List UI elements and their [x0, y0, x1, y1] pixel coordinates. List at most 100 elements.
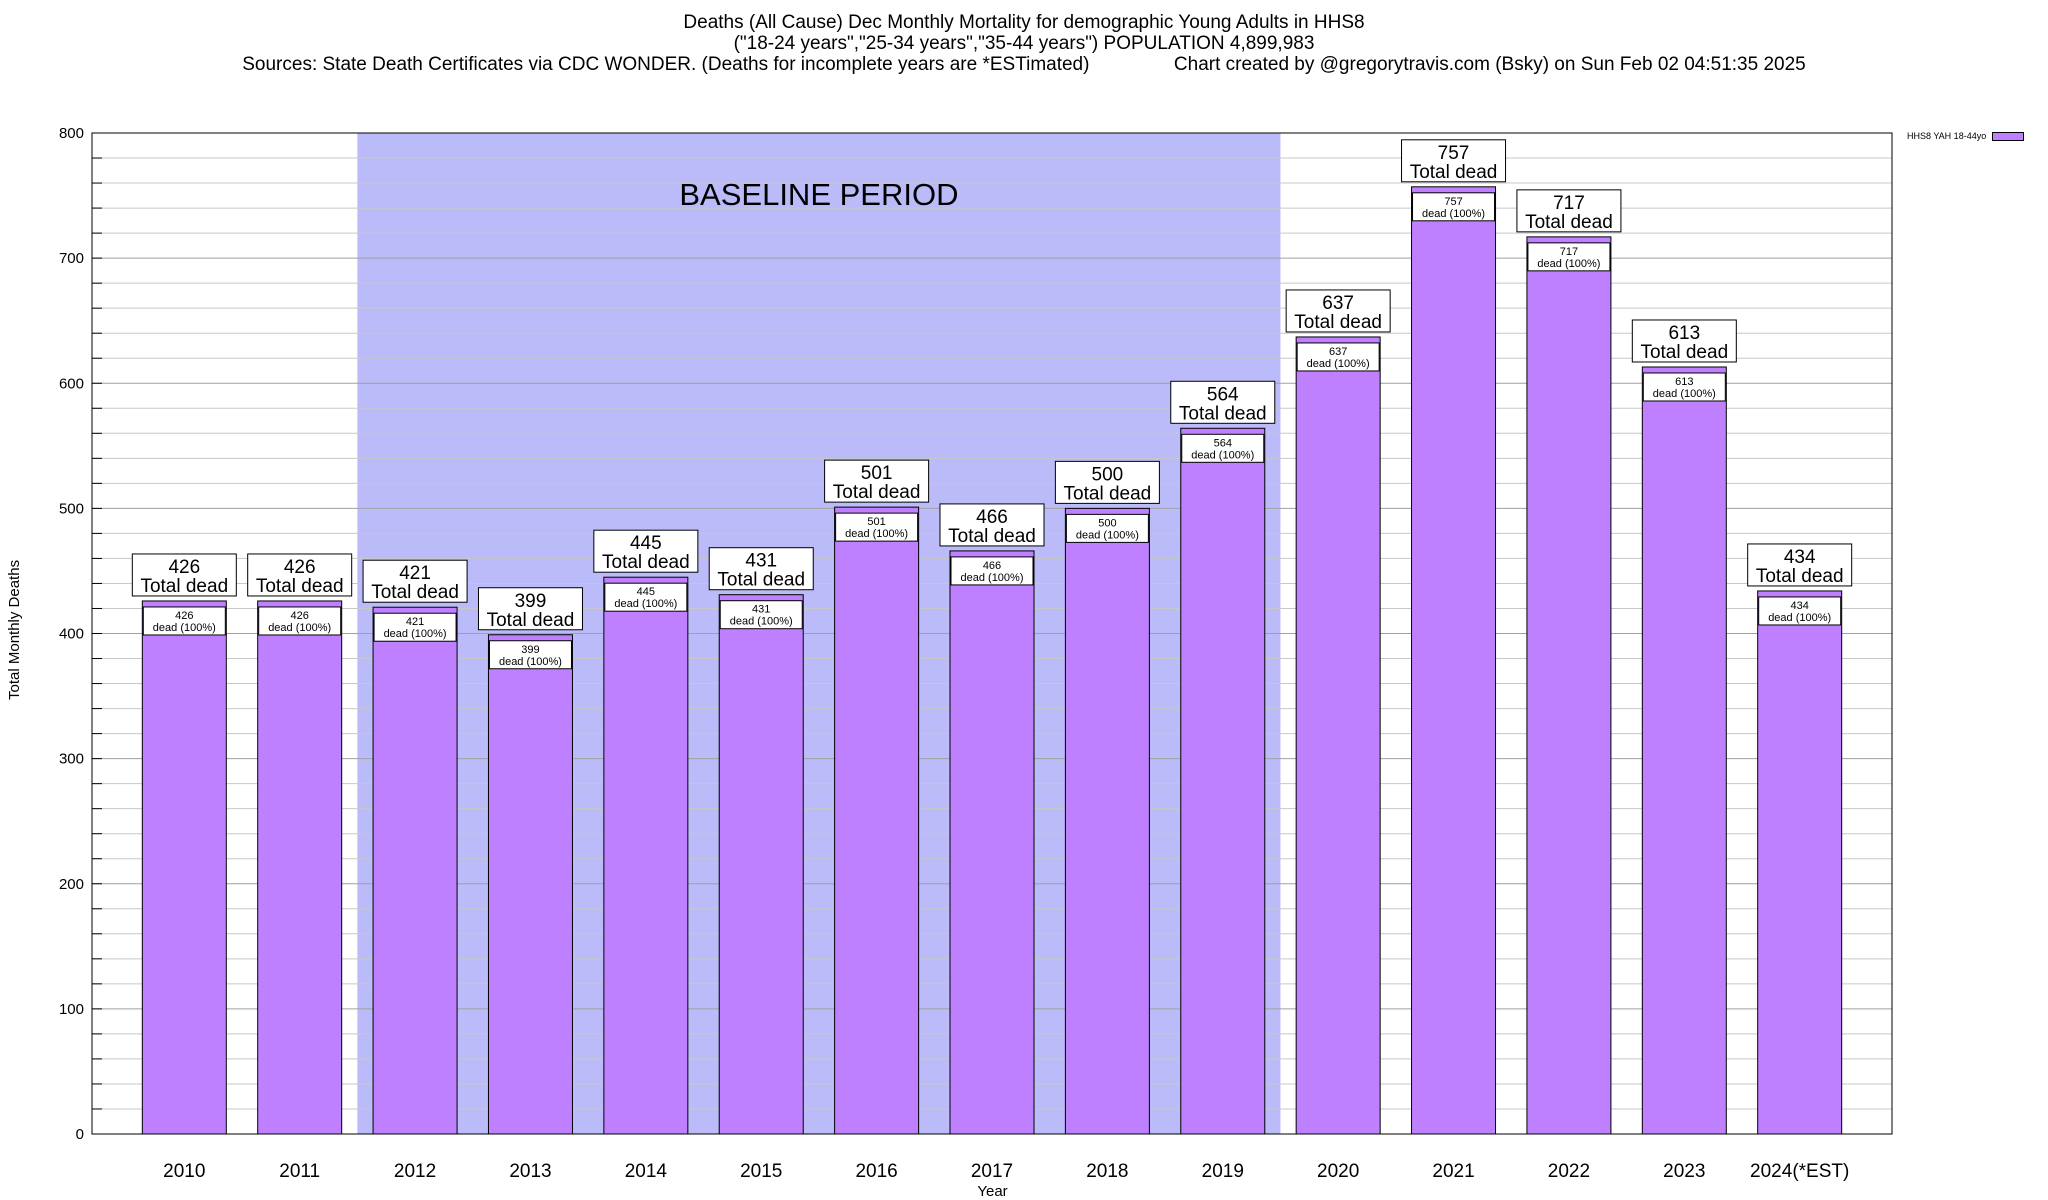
bar-top-caption: Total dead — [948, 526, 1036, 547]
bar-inner-label-box — [488, 640, 572, 670]
bar-inner-label-box — [1758, 596, 1842, 626]
bar-inner-caption: dead (100%) — [1422, 208, 1485, 220]
bar-inner-value: 445 — [637, 586, 655, 598]
x-tick-label: 2017 — [971, 1161, 1013, 1182]
bar-inner-caption: dead (100%) — [1768, 612, 1831, 624]
bar — [1526, 236, 1612, 1135]
bar-inner-caption: dead (100%) — [153, 622, 216, 634]
bar — [834, 506, 920, 1135]
bar-top-value: 637 — [1322, 293, 1354, 314]
bar-top-caption: Total dead — [1756, 566, 1844, 587]
y-tick-label: 600 — [59, 375, 84, 392]
bar-top-caption: Total dead — [371, 582, 459, 603]
bar-top-caption: Total dead — [833, 482, 921, 503]
bar-top-value: 757 — [1438, 143, 1470, 164]
x-tick-label: 2023 — [1663, 1161, 1705, 1182]
x-tick-label: 2019 — [1202, 1161, 1244, 1182]
legend-swatch — [1992, 131, 2025, 141]
bar-inner-caption: dead (100%) — [384, 628, 447, 640]
bar-layer — [141, 186, 1843, 1135]
bar — [949, 550, 1035, 1135]
bar-top-label-box — [939, 503, 1045, 547]
bar-top-label-box — [708, 547, 814, 591]
bar-inner-caption: dead (100%) — [1307, 358, 1370, 370]
x-tick-label: 2022 — [1548, 1161, 1590, 1182]
bar-top-value: 426 — [284, 557, 316, 578]
bar-inner-value: 564 — [1214, 437, 1232, 449]
bar-top-label-box — [1631, 319, 1737, 363]
y-tick-label: 500 — [59, 500, 84, 517]
bar-top-value: 399 — [515, 591, 547, 612]
chart-title-line-1: Deaths (All Cause) Dec Monthly Mortality… — [683, 12, 1365, 33]
bar-top-value: 421 — [399, 563, 431, 584]
bar-top-label-box — [1285, 289, 1391, 333]
bar-inner-value: 426 — [291, 610, 309, 622]
y-tick-label: 300 — [59, 751, 84, 768]
bar-inner-value: 434 — [1791, 600, 1809, 612]
x-tick-label: 2018 — [1086, 1161, 1128, 1182]
bar-top-label-box — [1401, 139, 1507, 183]
bar-inner-label-box — [719, 600, 803, 630]
bar-top-caption: Total dead — [1179, 403, 1267, 424]
bar-inner-caption: dead (100%) — [730, 616, 793, 628]
chart-sources-line: Sources: State Death Certificates via CD… — [242, 54, 1806, 75]
bar-top-label-box — [824, 459, 930, 503]
bar-top-label-box — [593, 529, 699, 573]
bar-top-value: 434 — [1784, 547, 1816, 568]
y-tick-label: 200 — [59, 876, 84, 893]
bar-inner-label-box — [1181, 433, 1265, 463]
bar-inner-label-box — [258, 606, 342, 636]
bar-inner-value: 717 — [1560, 246, 1578, 258]
bar — [718, 594, 804, 1135]
bar-inner-value: 399 — [521, 644, 539, 656]
x-tick-label: 2013 — [509, 1161, 551, 1182]
bar-inner-value: 421 — [406, 616, 424, 628]
bar-inner-label-box — [142, 606, 226, 636]
x-tick-label: 2016 — [855, 1161, 897, 1182]
bar-top-caption: Total dead — [1410, 162, 1498, 183]
bar-top-value: 501 — [861, 463, 893, 484]
bar-inner-label-box — [1412, 192, 1496, 222]
bar-top-label-box — [247, 553, 353, 597]
bar — [372, 606, 458, 1135]
bar-top-value: 466 — [976, 507, 1008, 528]
bar-top-label-box — [477, 587, 583, 631]
bar-inner-caption: dead (100%) — [1191, 449, 1254, 461]
bar-inner-label-box — [1642, 372, 1726, 402]
bar-inner-caption: dead (100%) — [1076, 529, 1139, 541]
bar-top-value: 426 — [168, 557, 200, 578]
bar-top-label-box — [1054, 460, 1160, 504]
x-tick-label: 2021 — [1432, 1161, 1474, 1182]
bar-top-label-box — [1747, 543, 1853, 587]
bar-top-caption: Total dead — [1294, 312, 1382, 333]
bar-inner-label-box — [835, 512, 919, 542]
bar-inner-value: 426 — [175, 610, 193, 622]
bar-top-caption: Total dead — [1064, 483, 1152, 504]
bar-inner-caption: dead (100%) — [268, 622, 331, 634]
bar-inner-label-box — [1296, 342, 1380, 372]
y-tick-label: 100 — [59, 1001, 84, 1018]
bar-top-caption: Total dead — [602, 552, 690, 573]
x-tick-label: 2015 — [740, 1161, 782, 1182]
bar — [603, 576, 689, 1135]
bar-top-caption: Total dead — [487, 610, 575, 631]
bar — [257, 600, 343, 1135]
bar-inner-caption: dead (100%) — [614, 598, 677, 610]
bar-inner-label-box — [373, 612, 457, 642]
bar-inner-caption: dead (100%) — [1653, 388, 1716, 400]
bar-top-value: 431 — [745, 551, 777, 572]
bar-inner-value: 613 — [1675, 376, 1693, 388]
bar-top-value: 613 — [1668, 323, 1700, 344]
legend: HHS8 YAH 18-44yo — [1907, 131, 2025, 141]
bar — [1064, 507, 1150, 1135]
bar-inner-caption: dead (100%) — [961, 572, 1024, 584]
x-tick-label: 2020 — [1317, 1161, 1359, 1182]
y-axis-label: Total Monthly Deaths — [6, 559, 23, 700]
x-axis-label: Year — [977, 1183, 1008, 1200]
y-tick-label: 700 — [59, 250, 84, 267]
legend-entry-label: HHS8 YAH 18-44yo — [1907, 131, 1987, 141]
x-tick-label: 2011 — [279, 1161, 320, 1182]
bar-inner-value: 500 — [1098, 517, 1116, 529]
bar — [1757, 590, 1843, 1135]
bar-top-caption: Total dead — [1525, 212, 1613, 233]
